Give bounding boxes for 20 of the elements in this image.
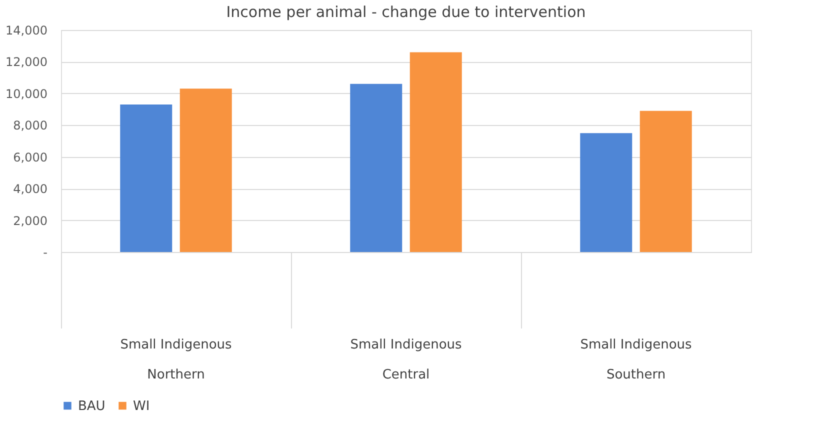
y-tick-label: 8,000 <box>13 118 48 133</box>
bar <box>120 104 172 252</box>
bar <box>180 88 232 252</box>
bar <box>350 84 402 252</box>
y-tick-label: 2,000 <box>13 214 48 228</box>
y-tick-label: - <box>43 246 48 260</box>
x-tick-label: Small Indigenous Southern <box>580 338 692 382</box>
bar <box>410 52 462 252</box>
x-tick-label: Small Indigenous Northern <box>120 338 232 382</box>
y-tick-label: 4,000 <box>13 182 48 196</box>
bar <box>640 110 692 252</box>
y-tick-label: 6,000 <box>13 150 48 164</box>
legend-label: WI <box>133 398 150 414</box>
y-tick-label: 12,000 <box>6 55 48 70</box>
y-tick-label: 14,000 <box>6 24 48 38</box>
bar <box>580 133 632 252</box>
chart-title: Income per animal - change due to intervention <box>226 3 586 21</box>
legend-label: BAU <box>78 398 106 414</box>
y-tick-label: 10,000 <box>6 86 48 101</box>
x-tick-label: Small Indigenous Central <box>350 338 462 382</box>
